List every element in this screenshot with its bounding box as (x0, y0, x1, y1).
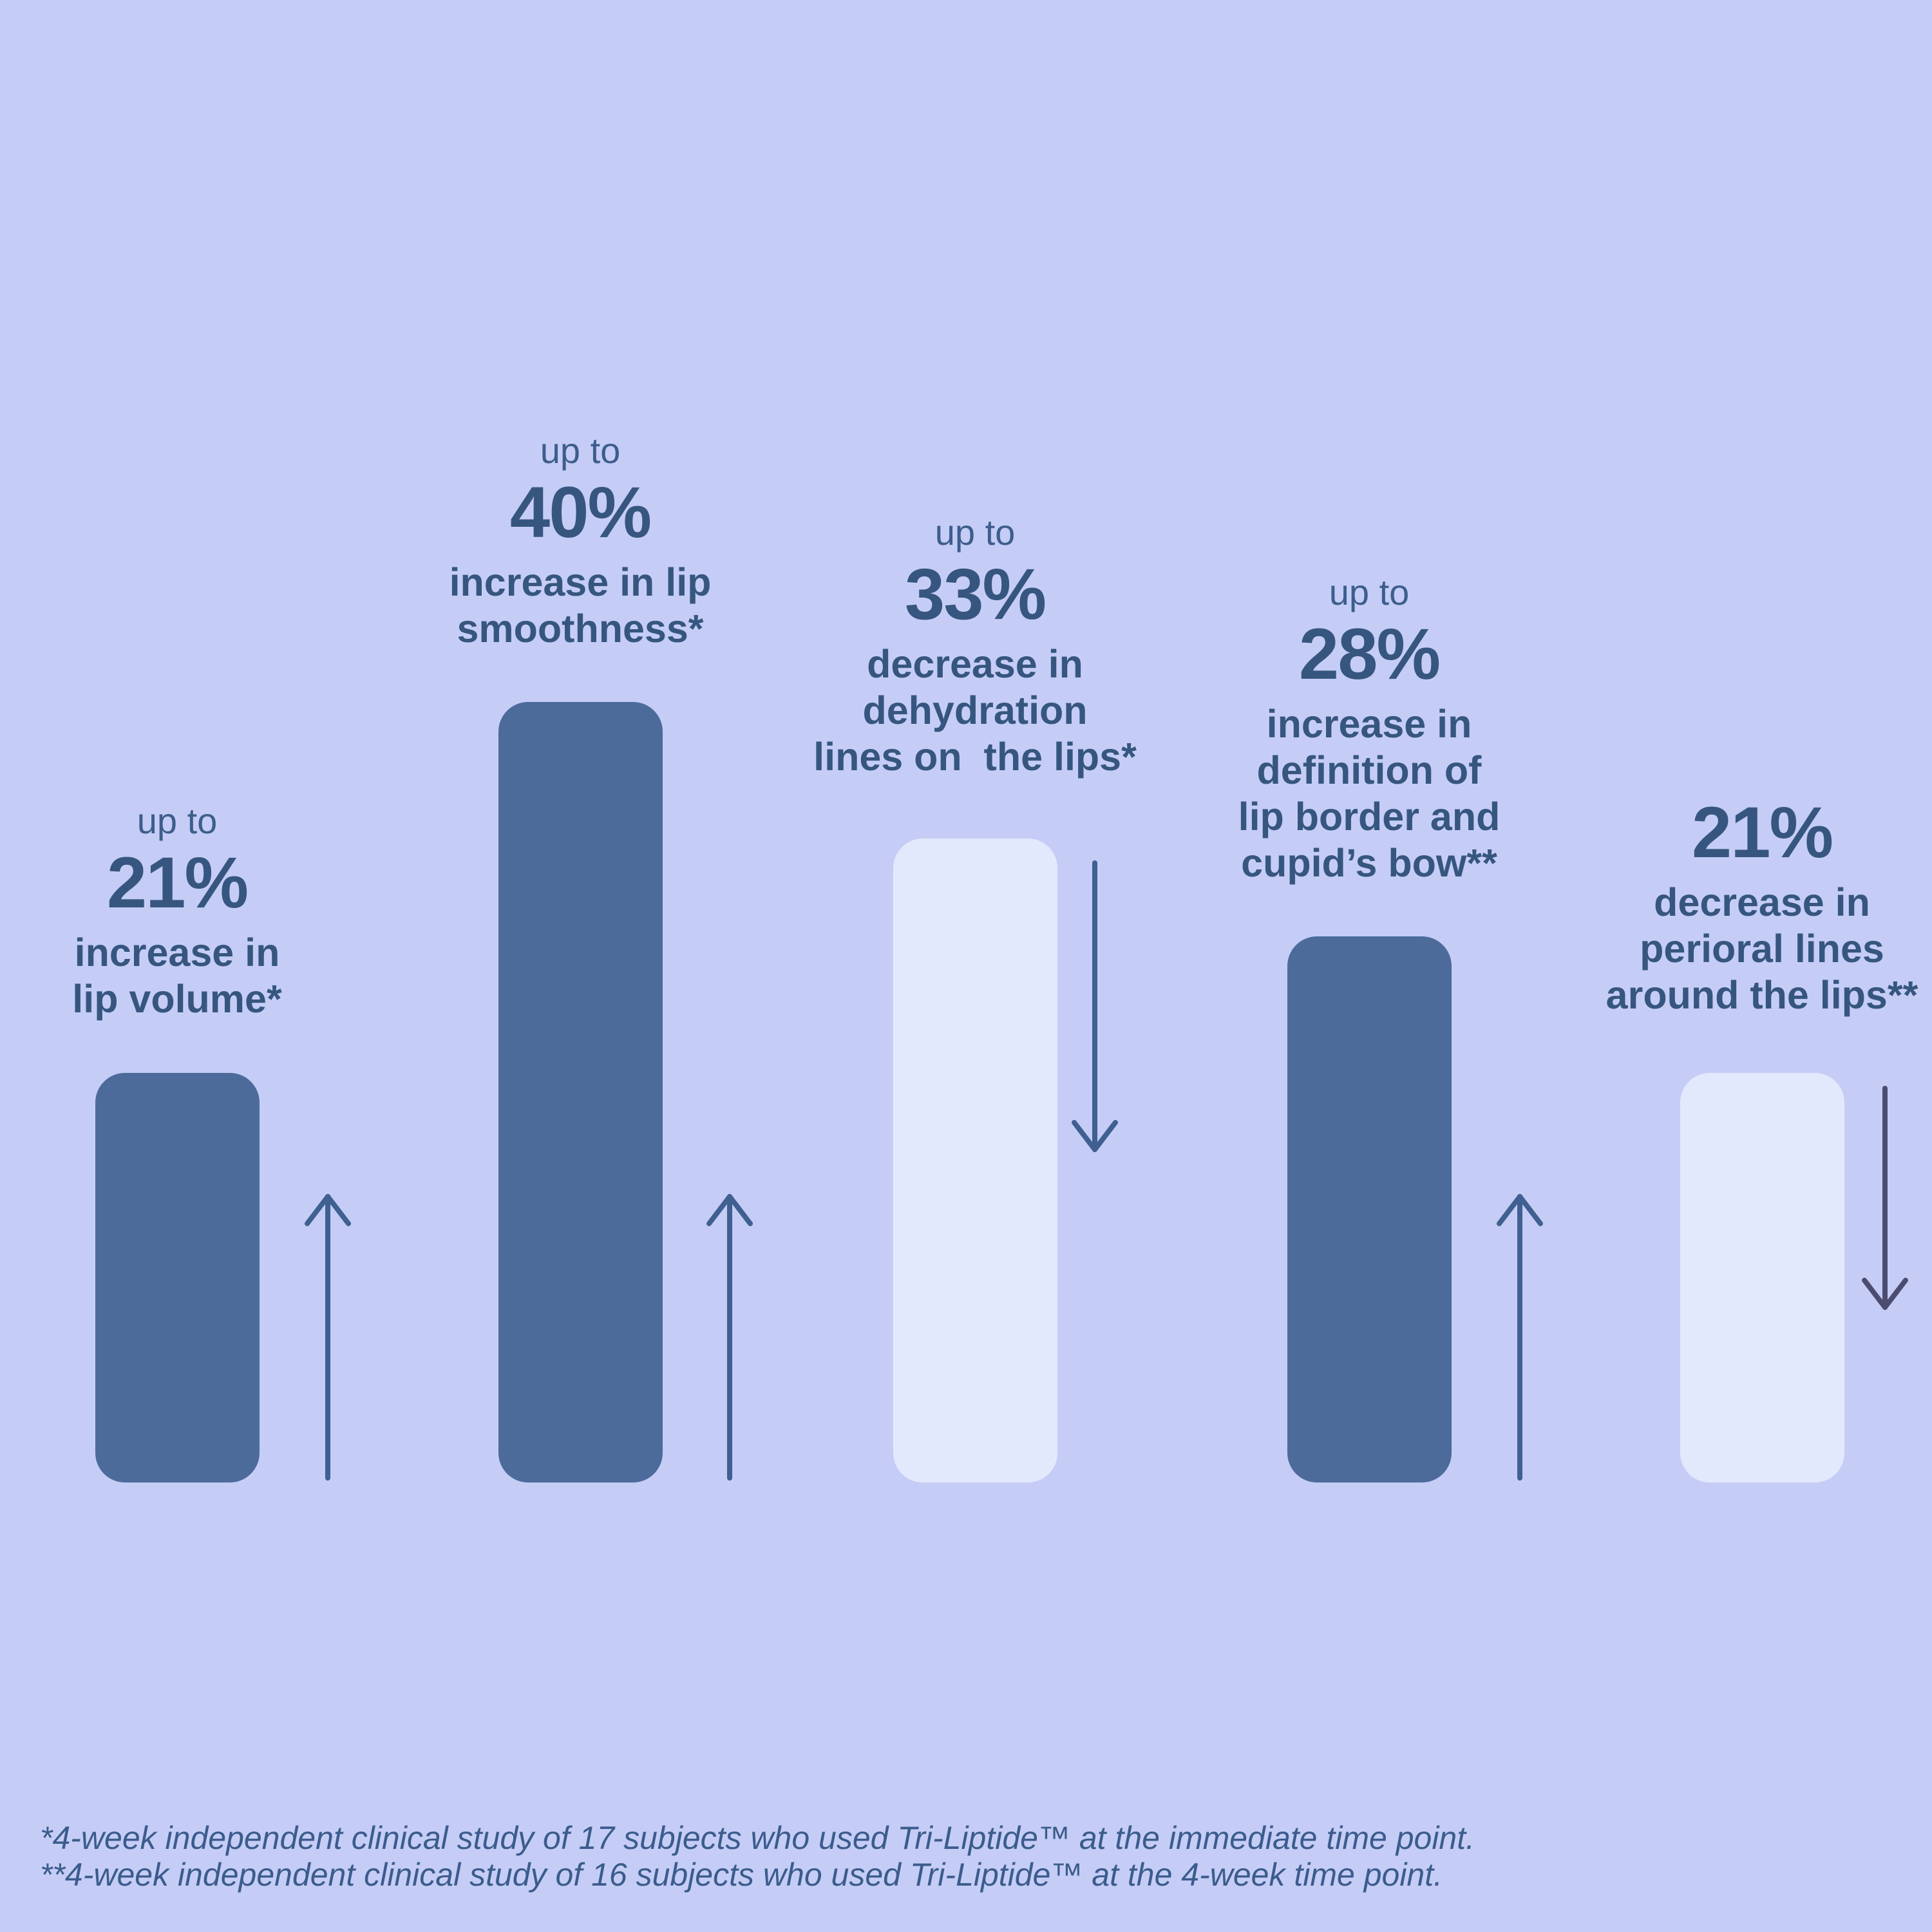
stat-text-block: up to 28% increase in definition of lip … (1150, 572, 1588, 886)
stat-description: decrease in perioral lines around the li… (1605, 880, 1918, 1017)
stat-text-block: up to 21% increase in lip volume* (0, 800, 396, 1022)
stat-value: 40% (509, 472, 652, 553)
stat-value: 21% (106, 842, 249, 923)
trend-arrow-up-icon (1497, 1194, 1543, 1481)
stat-description: increase in lip volume* (72, 931, 282, 1021)
trend-arrow-down-icon (1072, 860, 1118, 1152)
footnote-2: **4-week independent clinical study of 1… (40, 1857, 1443, 1893)
stat-text-block: up to 40% increase in lip smoothness* (361, 430, 799, 652)
bar (1287, 936, 1452, 1482)
stat-description: increase in definition of lip border and… (1238, 702, 1501, 886)
trend-arrow-up-icon (305, 1194, 351, 1481)
stat-description: decrease in dehydration lines on the lip… (813, 642, 1137, 779)
stat-qualifier: up to (1329, 572, 1410, 612)
bar (893, 838, 1057, 1482)
bar (1680, 1073, 1844, 1482)
footnotes: *4-week independent clinical study of 17… (40, 1820, 1475, 1893)
trend-arrow-down-icon (1862, 1086, 1908, 1310)
stat-qualifier: up to (934, 512, 1016, 553)
stat-description: increase in lip smoothness* (449, 560, 712, 651)
stat-value: 21% (1691, 792, 1833, 873)
stat-value: 33% (904, 554, 1046, 635)
bar (95, 1073, 260, 1482)
stat-qualifier: up to (540, 430, 621, 471)
stat-value: 28% (1298, 614, 1441, 695)
footnote-1: *4-week independent clinical study of 17… (40, 1820, 1475, 1856)
stat-text-block: up to 33% decrease in dehydration lines … (756, 512, 1194, 780)
trend-arrow-up-icon (706, 1194, 753, 1481)
stat-qualifier: up to (137, 800, 218, 841)
bar (498, 702, 663, 1482)
stat-text-block: 21% decrease in perioral lines around th… (1543, 797, 1932, 1018)
